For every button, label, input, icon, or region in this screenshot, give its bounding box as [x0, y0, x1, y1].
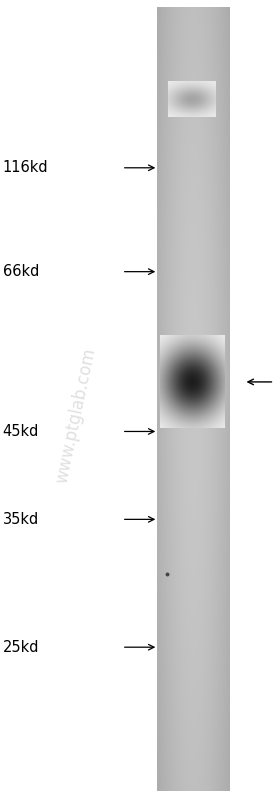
- Text: 35kd: 35kd: [3, 512, 39, 527]
- Text: 45kd: 45kd: [3, 424, 39, 439]
- Text: 66kd: 66kd: [3, 264, 39, 279]
- Text: 116kd: 116kd: [3, 161, 48, 175]
- Text: www.ptglab.com: www.ptglab.com: [52, 346, 99, 485]
- Text: 25kd: 25kd: [3, 640, 39, 654]
